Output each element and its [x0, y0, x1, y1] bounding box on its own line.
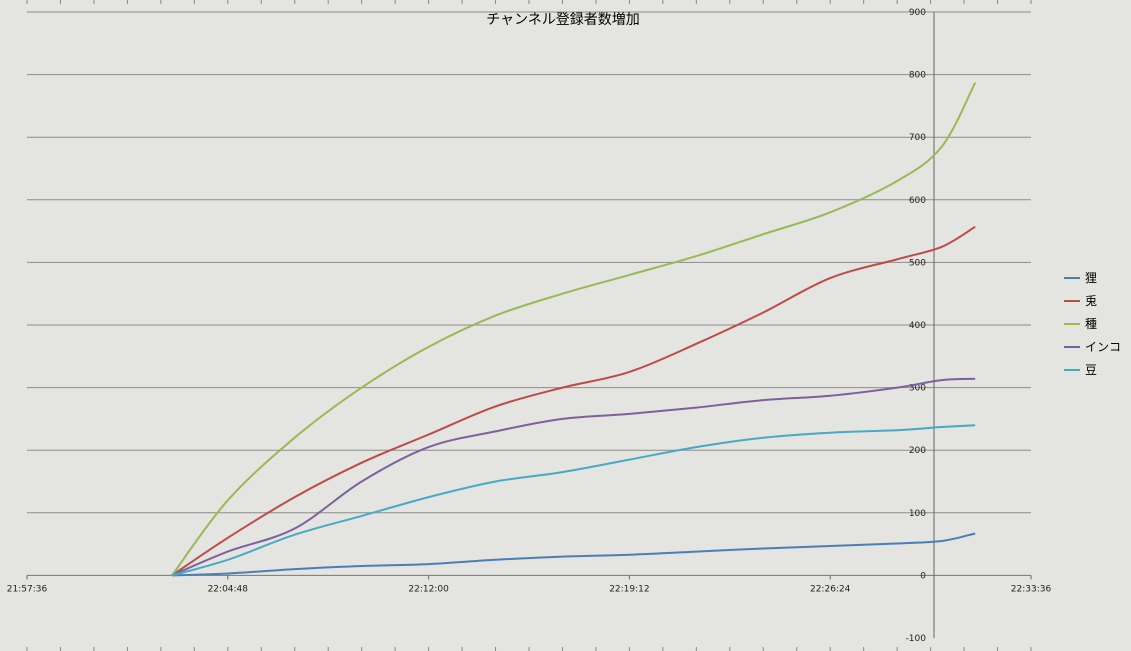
legend-label: 兎 [1085, 294, 1097, 308]
y-tick-label: 200 [909, 446, 926, 456]
y-tick-label: 300 [909, 384, 926, 394]
series-line [171, 532, 976, 577]
legend-label: インコ [1085, 340, 1121, 354]
x-tick-label: 22:26:24 [810, 584, 851, 594]
y-tick-label: 800 [909, 71, 926, 81]
series-line [171, 424, 976, 577]
y-tick-label: 900 [909, 8, 926, 18]
legend-label: 豆 [1085, 363, 1097, 377]
series-line [171, 82, 977, 576]
legend-label: 狸 [1085, 271, 1097, 285]
chart-title: チャンネル登録者数増加 [486, 12, 640, 28]
y-tick-label: 700 [909, 133, 926, 143]
y-tick-label: 100 [909, 509, 926, 519]
x-axis: 21:57:36 22:04:48 22:12:00 22:19:12 22:26:24… [7, 0, 1052, 651]
x-tick-label: 22:04:48 [208, 584, 249, 594]
y-tick-label: -100 [906, 634, 927, 644]
x-tick-label: 22:12:00 [408, 584, 449, 594]
x-tick-label: 21:57:36 [7, 584, 48, 594]
series-line [171, 377, 976, 577]
y-axis: -100 0 100 200 300 400 500 600 700 800 900 [906, 8, 935, 644]
x-tick-label: 22:19:12 [609, 584, 649, 594]
grid-lines [27, 11, 1031, 576]
y-tick-label: 0 [920, 571, 926, 581]
series-line [171, 225, 976, 577]
series-lines [171, 82, 977, 577]
y-tick-label: 400 [909, 321, 926, 331]
legend-label: 種 [1085, 317, 1097, 331]
y-tick-label: 500 [909, 258, 926, 268]
y-tick-label: 600 [909, 196, 926, 206]
x-tick-label: 22:33:36 [1011, 584, 1052, 594]
